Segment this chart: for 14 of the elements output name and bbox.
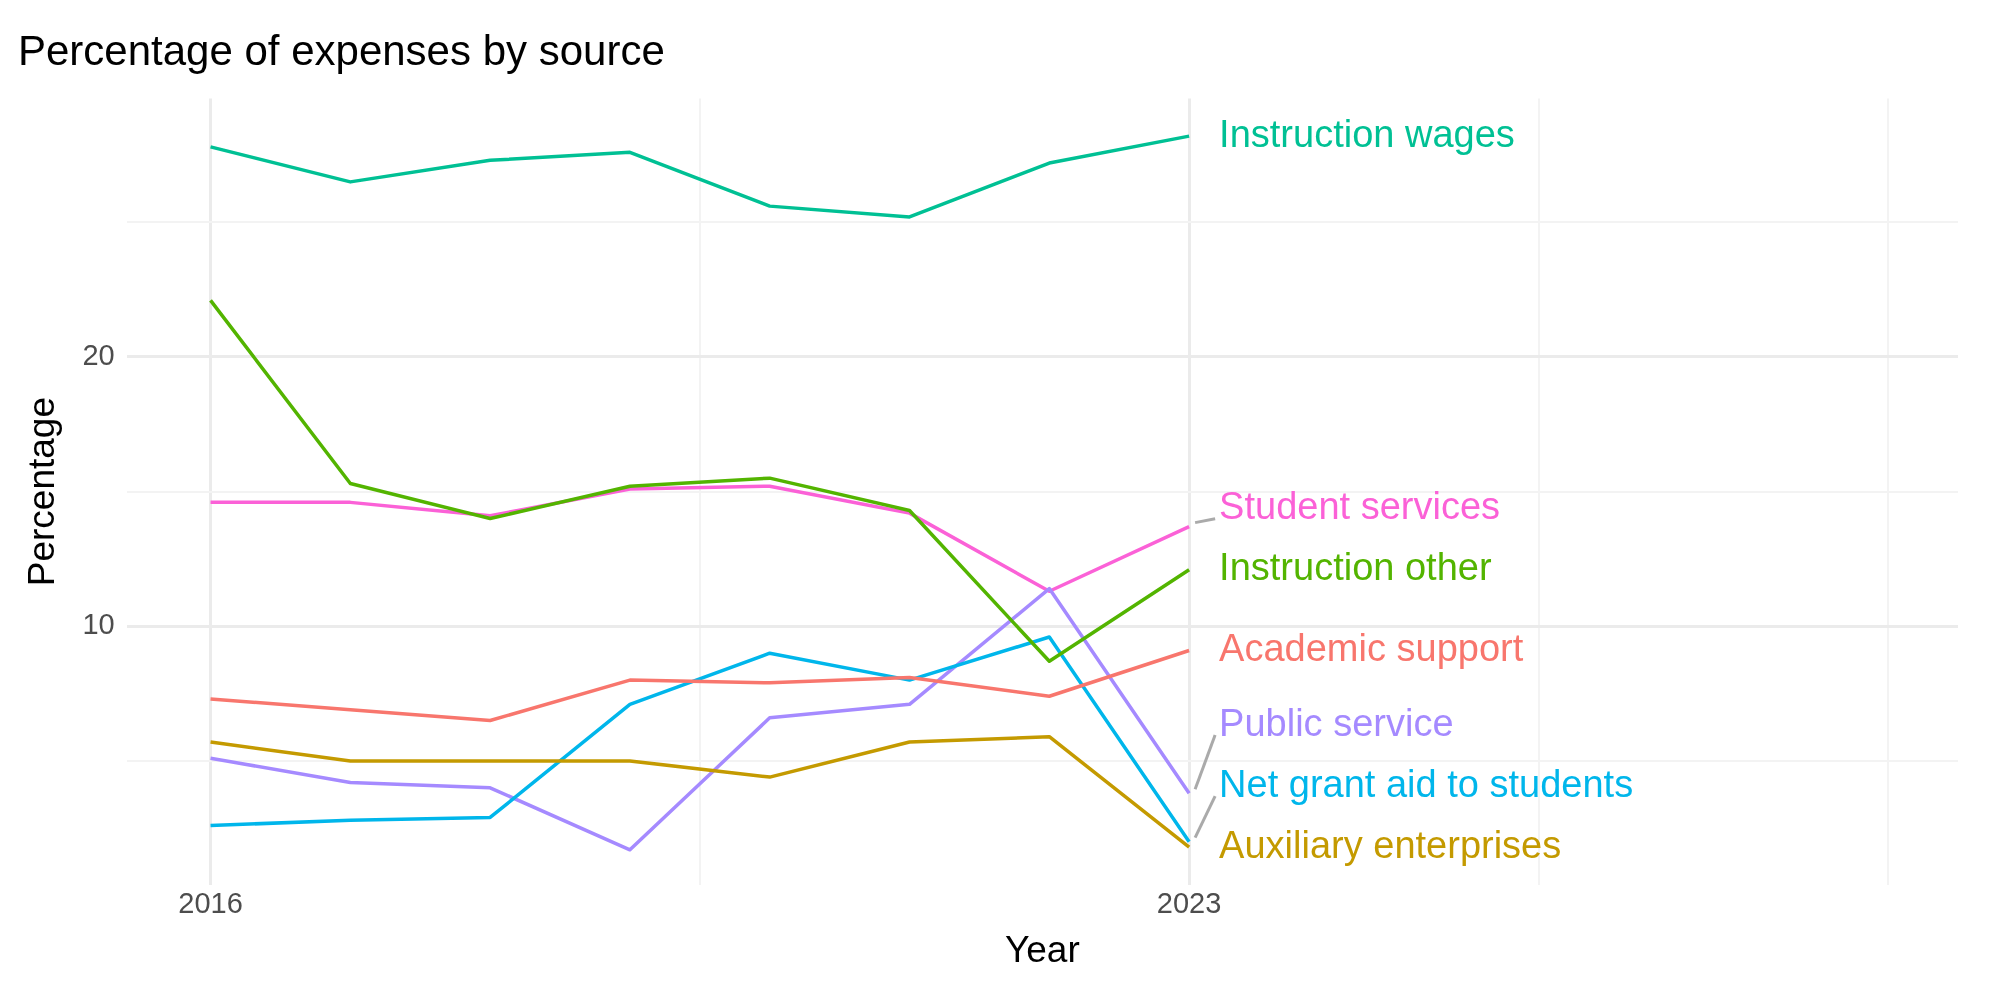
series-label: Instruction other xyxy=(1219,546,1492,589)
y-tick-label: 20 xyxy=(82,338,115,371)
x-axis-title: Year xyxy=(1004,929,1080,970)
x-tick-label: 2023 xyxy=(1156,887,1222,920)
series-label: Student services xyxy=(1219,485,1501,528)
chart-title: Percentage of expenses by source xyxy=(18,26,665,74)
series-label: Auxiliary enterprises xyxy=(1219,823,1562,866)
series-label: Academic support xyxy=(1219,626,1524,669)
series-label: Public service xyxy=(1219,701,1454,744)
series-label: Net grant aid to students xyxy=(1219,762,1634,805)
series-label: Instruction wages xyxy=(1219,112,1515,155)
y-axis-title: Percentage xyxy=(21,396,63,587)
x-tick-label: 2016 xyxy=(178,887,243,920)
y-tick-label: 10 xyxy=(82,608,115,641)
